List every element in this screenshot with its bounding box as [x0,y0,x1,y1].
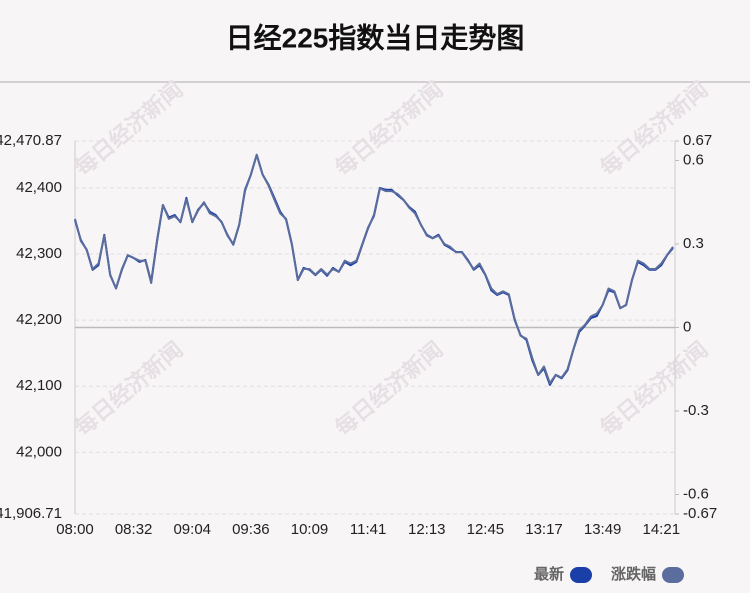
x-tick-label: 11:41 [350,521,386,538]
y-tick-label: 42,200 [16,311,62,328]
y2-tick-label: 0 [683,318,691,335]
x-tick-label: 09:04 [173,521,211,538]
y-tick-label: 42,300 [16,245,62,262]
legend-label: 涨跌幅 [611,565,656,583]
x-tick-label: 08:00 [56,521,94,538]
y2-tick-label: 0.3 [683,235,704,252]
y2-tick-label: -0.67 [683,505,717,522]
chart-title: 日经225指数当日走势图 [226,21,525,53]
y-tick-label: 42,470.87 [0,132,62,149]
x-tick-label: 08:32 [115,521,153,538]
y2-tick-label: -0.3 [683,402,709,419]
y2-tick-label: -0.6 [683,485,709,502]
x-tick-label: 14:21 [643,521,681,538]
legend-swatch [662,567,684,583]
y2-tick-label: 0.6 [683,151,704,168]
y-tick-label: 42,000 [16,443,62,460]
x-tick-label: 10:09 [291,521,329,538]
x-tick-label: 12:45 [467,521,505,538]
x-tick-label: 13:49 [584,521,622,538]
y-tick-label: 42,400 [16,179,62,196]
x-tick-label: 12:13 [408,521,446,538]
legend-swatch [570,567,592,583]
x-tick-label: 09:36 [232,521,270,538]
y-tick-label: 41,906.71 [0,505,62,522]
y2-tick-label: 0.67 [683,132,712,149]
line-series [74,153,674,385]
y-tick-label: 42,100 [16,377,62,394]
legend-label: 最新 [534,565,564,583]
x-tick-label: 13:17 [525,521,563,538]
